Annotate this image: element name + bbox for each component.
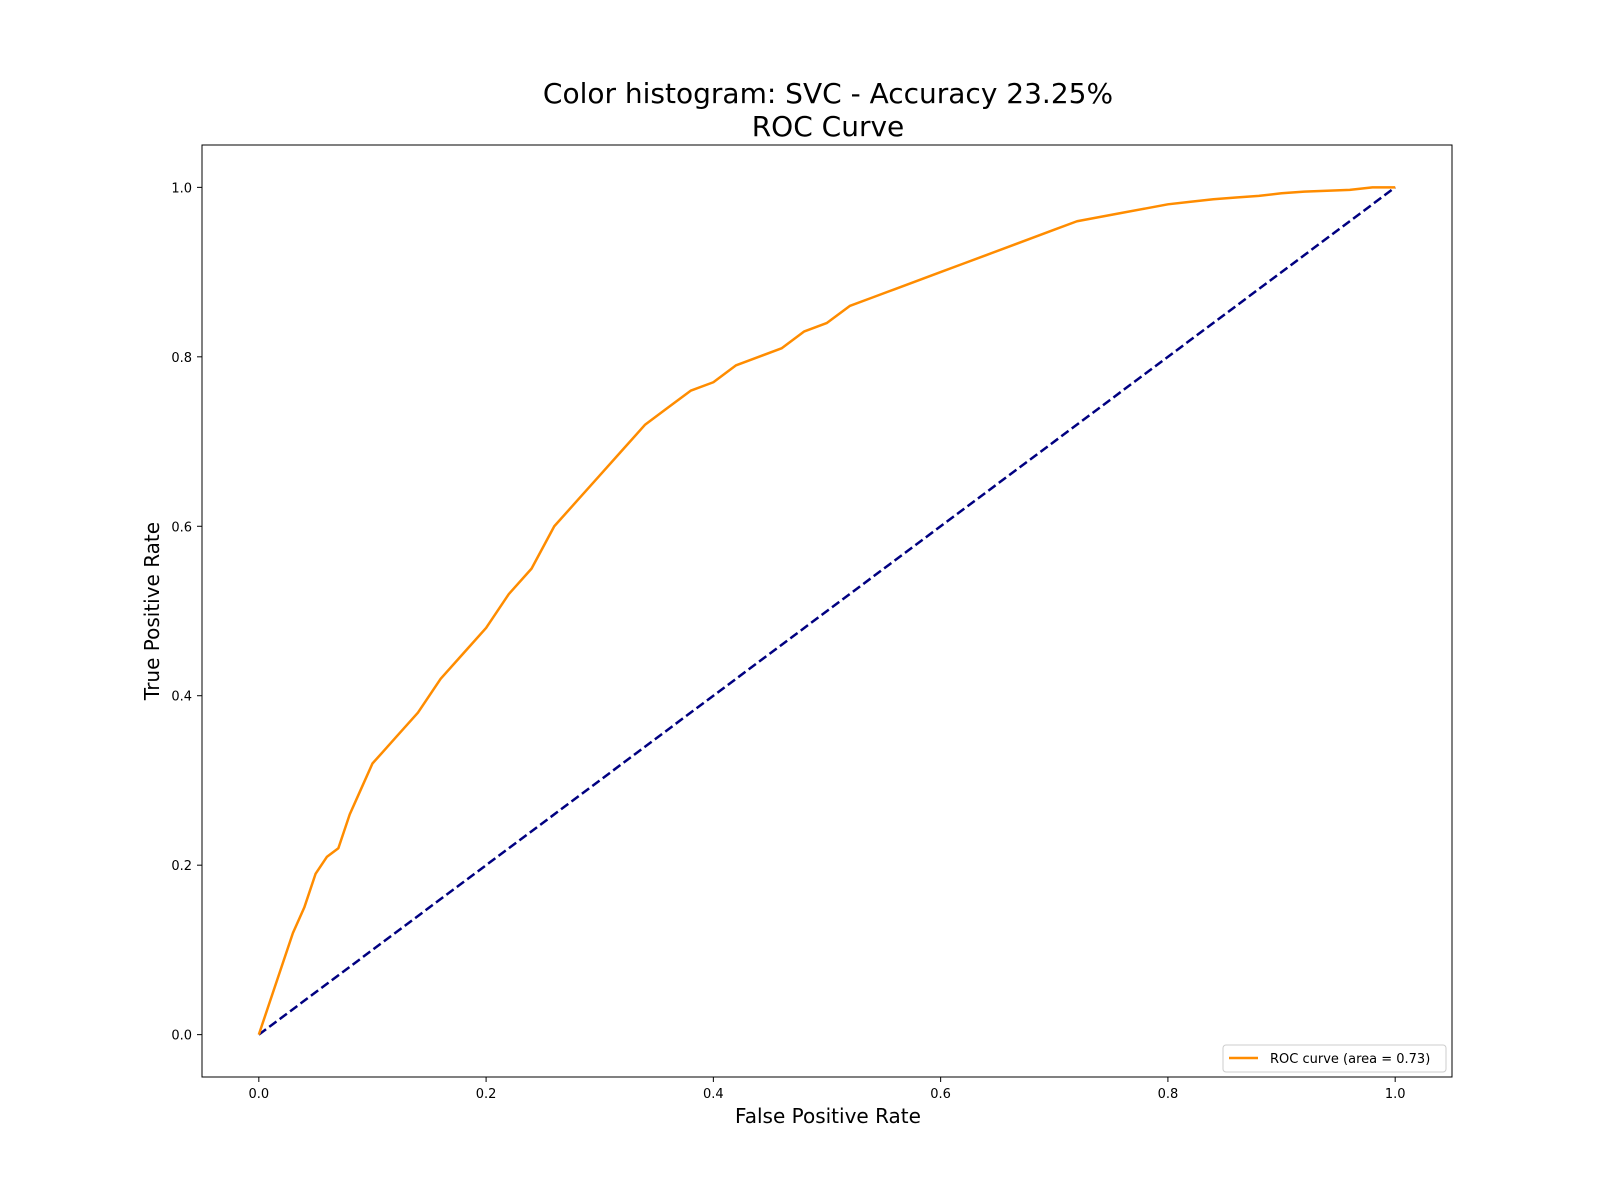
x-tick-label: 0.2	[476, 1087, 497, 1102]
y-tick-label: 0.4	[171, 690, 192, 705]
x-tick-label: 0.0	[248, 1087, 269, 1102]
plot-area	[257, 186, 1396, 1036]
x-tick-label: 1.0	[1385, 1087, 1406, 1102]
legend-box	[1222, 1044, 1447, 1073]
y-tick-label: 0.8	[171, 351, 192, 366]
y-axis-ticks: 0.0 0.2 0.4 0.6 0.8 1.0	[171, 181, 202, 1044]
x-tick-label: 0.8	[1158, 1087, 1179, 1102]
x-tick-label: 0.4	[703, 1087, 724, 1102]
y-tick-label: 1.0	[171, 181, 192, 196]
x-axis-label: False Positive Rate	[735, 1104, 921, 1128]
y-axis-label: True Positive Rate	[140, 522, 164, 701]
chart-title: Color histogram: SVC - Accuracy 23.25%	[543, 77, 1113, 110]
y-tick-label: 0.6	[171, 520, 192, 535]
y-tick-label: 0.2	[171, 859, 192, 874]
x-tick-label: 0.6	[930, 1087, 951, 1102]
legend-label-roc-curve: ROC curve (area = 0.73)	[1270, 1052, 1430, 1067]
chart-subtitle: ROC Curve	[752, 110, 905, 143]
y-tick-label: 0.0	[171, 1029, 192, 1044]
legend: ROC curve (area = 0.73)	[1222, 1044, 1447, 1073]
x-axis-ticks: 0.0 0.2 0.4 0.6 0.8 1.0	[248, 1077, 1406, 1102]
roc-curve-line	[257, 186, 1396, 1036]
diagonal-reference-line	[258, 186, 1396, 1036]
plot-frame	[201, 144, 1453, 1078]
